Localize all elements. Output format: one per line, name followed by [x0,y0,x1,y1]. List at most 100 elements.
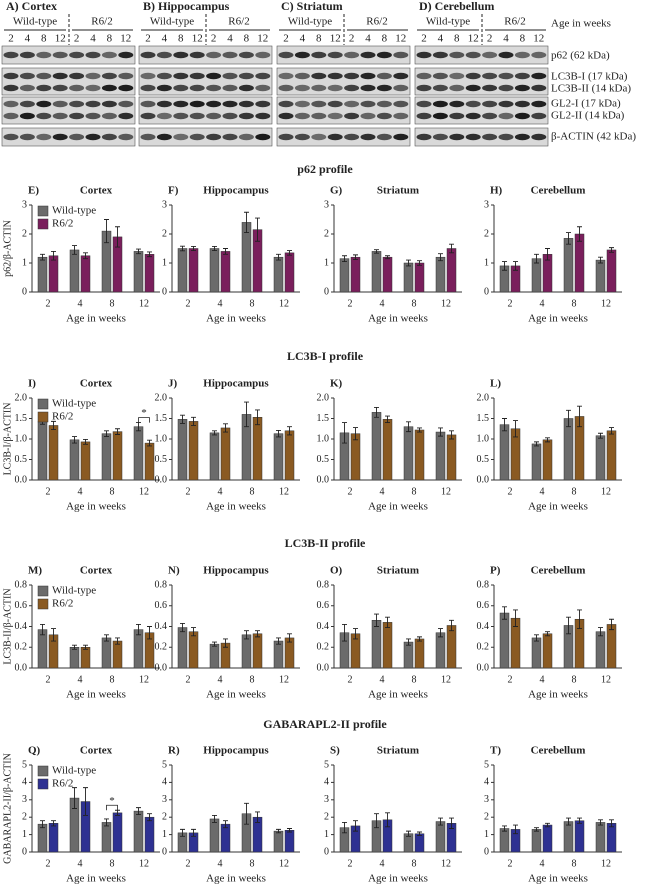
y-tick-label: 3 [484,199,489,210]
blot-band [238,51,254,59]
error-bar [223,638,228,648]
x-tick-label: 8 [572,674,577,685]
y-tick-label: 4 [324,777,329,788]
blot-band [140,51,156,59]
lane-age: 12 [533,33,544,45]
x-tick-label: 8 [250,674,255,685]
x-tick-label: 12 [279,674,289,685]
blot-band [222,100,238,108]
blot-band [156,72,172,80]
blot-strip [138,96,273,125]
error-bar [191,828,196,837]
panel-label: F) [168,185,179,197]
error-bar [598,627,603,637]
blot-band [52,72,68,80]
blot-band [69,100,85,108]
bar [446,248,457,293]
group-label: R6/2 [366,16,387,28]
bar [133,426,144,481]
blot-band [118,112,134,120]
blot-band [416,100,432,108]
blot-strip [138,67,273,96]
error-bar [598,819,603,826]
blot-band [393,133,409,141]
bar [382,622,393,669]
blot-band [432,112,448,120]
lane-age: 4 [365,33,371,45]
y-tick-label: 1 [484,829,489,840]
error-bar [180,245,185,252]
x-tick-label: 2 [186,486,191,497]
y-tick-label: 2 [324,811,329,822]
lane-age: 12 [468,33,479,45]
blot-band [69,51,85,59]
blot-band [311,72,327,80]
bar [414,262,425,293]
blot-band [376,112,392,120]
error-bar [51,628,56,642]
blot-band [255,51,271,59]
error-bar [513,420,518,438]
error-bar [438,628,443,638]
x-tick-label: 4 [540,486,545,497]
blot-band [101,72,117,80]
error-bar [449,619,454,632]
blot-band [222,72,238,80]
blot-band [3,51,19,59]
y-tick-label: 0.5 [155,454,168,465]
group-label: Wild-type [426,16,470,28]
blot-band [36,51,52,59]
blot-strip [414,96,549,125]
bar [595,822,606,853]
bar [403,641,414,669]
x-tick-label: 4 [380,674,385,685]
blot-band [255,100,271,108]
blot-band [52,100,68,108]
group-label: R6/2 [228,16,249,28]
error-bar [191,627,196,637]
error-bar [449,430,454,440]
error-bar [255,630,260,638]
lane-age: 2 [421,33,427,45]
panel-label: J) [168,378,178,390]
x-tick-label: 12 [601,858,611,869]
bar [209,432,220,481]
blot-strip [276,45,411,65]
bar [101,637,112,669]
blot-band [294,51,310,59]
bar [563,238,574,293]
error-bar [212,246,217,251]
bar [574,233,585,293]
chart-title: Cerebellum [531,745,586,757]
error-bar [545,437,550,443]
bar [595,435,606,481]
error-bar [180,414,185,424]
x-tick-label: 12 [441,486,451,497]
error-bar [276,253,281,261]
y-tick-label: 1 [22,829,27,840]
bar [48,823,59,853]
y-tick-label: 0.0 [155,662,168,673]
error-bar [353,820,358,832]
lane-age: 12 [330,33,341,45]
error-bar [83,252,88,260]
chart-title: Hippocampus [203,565,269,577]
blot-band [514,100,530,108]
error-bar [104,634,109,642]
blot-band [19,112,35,120]
lane-age: 12 [257,33,268,45]
y-tick-label: 0 [484,286,489,297]
x-tick-label: 12 [601,298,611,309]
blot-band [206,84,222,92]
bar [37,823,48,853]
chart-title: Cerebellum [531,185,586,197]
y-tick-label: 2 [484,811,489,822]
bar [284,430,295,481]
legend-label: R6/2 [52,598,73,610]
blot-band [156,112,172,120]
panel-label: M) [28,565,42,577]
y-tick-label: 5 [324,759,329,770]
